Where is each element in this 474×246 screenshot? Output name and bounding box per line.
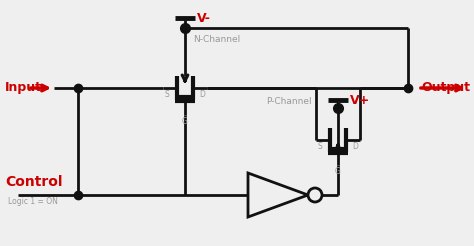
Text: V-: V- xyxy=(197,13,211,26)
Text: S: S xyxy=(318,142,323,151)
Text: G: G xyxy=(182,117,188,126)
Text: V+: V+ xyxy=(350,94,370,108)
Text: Control: Control xyxy=(5,175,63,189)
Text: Logic 1 = ON: Logic 1 = ON xyxy=(8,197,58,206)
Text: Output: Output xyxy=(421,80,470,93)
Text: G: G xyxy=(335,167,341,176)
Text: Input: Input xyxy=(5,80,42,93)
Text: D: D xyxy=(199,90,205,99)
Text: P-Channel: P-Channel xyxy=(266,96,311,106)
Text: N-Channel: N-Channel xyxy=(193,35,240,45)
Text: D: D xyxy=(352,142,358,151)
Text: S: S xyxy=(165,90,170,99)
